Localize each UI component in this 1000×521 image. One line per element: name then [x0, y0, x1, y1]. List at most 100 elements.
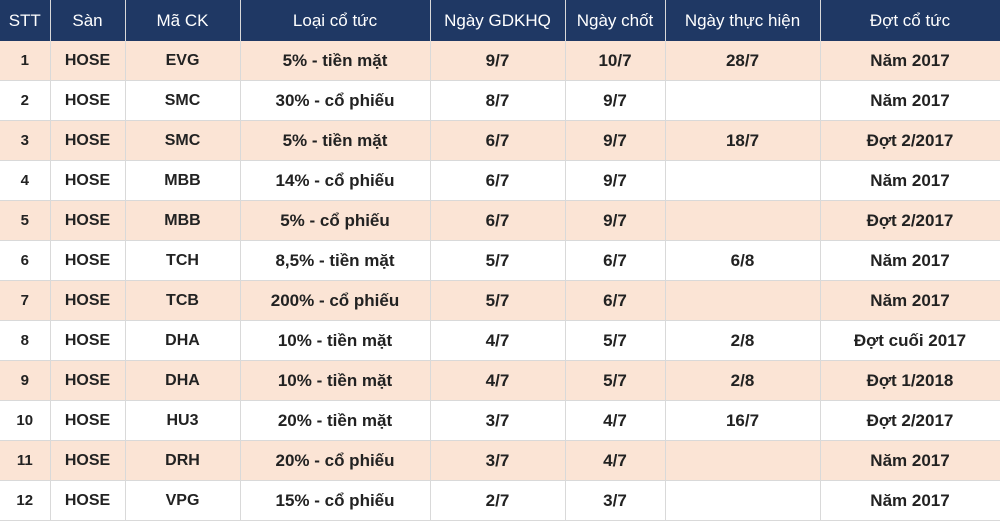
cell-loai-co-tuc: 8,5% - tiền mặt: [240, 240, 431, 281]
cell-stt: 7: [0, 280, 51, 321]
header-stt: STT: [0, 0, 51, 41]
cell-stt: 2: [0, 80, 51, 121]
cell-dot-co-tuc: Năm 2017: [820, 440, 1000, 481]
cell-dot-co-tuc: Năm 2017: [820, 80, 1000, 121]
cell-ngay-gdkhq: 3/7: [430, 400, 566, 441]
cell-ngay-thuc-hien: 2/8: [665, 320, 821, 361]
cell-san: HOSE: [50, 160, 126, 201]
cell-san: HOSE: [50, 360, 126, 401]
cell-san: HOSE: [50, 120, 126, 161]
cell-dot-co-tuc: Năm 2017: [820, 280, 1000, 321]
cell-ngay-gdkhq: 8/7: [430, 80, 566, 121]
cell-dot-co-tuc: Năm 2017: [820, 240, 1000, 281]
cell-ngay-chot: 6/7: [565, 280, 666, 321]
cell-loai-co-tuc: 5% - cổ phiếu: [240, 200, 431, 241]
cell-ngay-gdkhq: 5/7: [430, 240, 566, 281]
header-ngay-thuc-hien: Ngày thực hiện: [665, 0, 821, 41]
table-row: 9 HOSE DHA 10% - tiền mặt 4/7 5/7 2/8 Đợt 1/201…: [0, 360, 1000, 401]
cell-san: HOSE: [50, 80, 126, 121]
cell-san: HOSE: [50, 480, 126, 521]
cell-loai-co-tuc: 30% - cổ phiếu: [240, 80, 431, 121]
cell-ma-ck: HU3: [125, 400, 241, 441]
cell-loai-co-tuc: 10% - tiền mặt: [240, 320, 431, 361]
cell-dot-co-tuc: Đợt 2/2017: [820, 400, 1000, 441]
cell-ma-ck: MBB: [125, 200, 241, 241]
cell-ma-ck: DHA: [125, 360, 241, 401]
cell-ngay-chot: 9/7: [565, 200, 666, 241]
cell-loai-co-tuc: 15% - cổ phiếu: [240, 480, 431, 521]
cell-loai-co-tuc: 20% - cổ phiếu: [240, 440, 431, 481]
cell-ngay-thuc-hien: [665, 280, 821, 321]
cell-ngay-thuc-hien: [665, 440, 821, 481]
cell-ngay-thuc-hien: 18/7: [665, 120, 821, 161]
cell-ngay-thuc-hien: [665, 480, 821, 521]
cell-stt: 1: [0, 41, 51, 81]
table-header-row: STT Sàn Mã CK Loại cổ tức Ngày GDKHQ Ngà…: [0, 0, 1000, 41]
cell-loai-co-tuc: 200% - cổ phiếu: [240, 280, 431, 321]
cell-ngay-chot: 10/7: [565, 41, 666, 81]
cell-san: HOSE: [50, 280, 126, 321]
table-row: 4 HOSE MBB 14% - cổ phiếu 6/7 9/7 Năm 2017: [0, 160, 1000, 201]
cell-ma-ck: TCB: [125, 280, 241, 321]
table-row: 12 HOSE VPG 15% - cổ phiếu 2/7 3/7 Năm 2017: [0, 480, 1000, 521]
cell-dot-co-tuc: Năm 2017: [820, 160, 1000, 201]
cell-ngay-gdkhq: 4/7: [430, 360, 566, 401]
table-row: 1 HOSE EVG 5% - tiền mặt 9/7 10/7 28/7 Năm 2017: [0, 41, 1000, 81]
cell-san: HOSE: [50, 440, 126, 481]
cell-dot-co-tuc: Đợt 2/2017: [820, 120, 1000, 161]
table-row: 8 HOSE DHA 10% - tiền mặt 4/7 5/7 2/8 Đợt cuối …: [0, 320, 1000, 361]
header-ngay-chot: Ngày chốt: [565, 0, 666, 41]
cell-san: HOSE: [50, 400, 126, 441]
cell-loai-co-tuc: 5% - tiền mặt: [240, 120, 431, 161]
cell-ngay-thuc-hien: 16/7: [665, 400, 821, 441]
cell-ma-ck: EVG: [125, 41, 241, 81]
cell-san: HOSE: [50, 200, 126, 241]
table-row: 6 HOSE TCH 8,5% - tiền mặt 5/7 6/7 6/8 Năm 2017: [0, 240, 1000, 281]
header-san: Sàn: [50, 0, 126, 41]
cell-ma-ck: SMC: [125, 80, 241, 121]
header-ngay-gdkhq: Ngày GDKHQ: [430, 0, 566, 41]
cell-ngay-gdkhq: 6/7: [430, 120, 566, 161]
table-row: 7 HOSE TCB 200% - cổ phiếu 5/7 6/7 Năm 2017: [0, 280, 1000, 321]
cell-ngay-gdkhq: 9/7: [430, 41, 566, 81]
cell-ngay-chot: 9/7: [565, 160, 666, 201]
cell-ma-ck: DHA: [125, 320, 241, 361]
header-dot-co-tuc: Đợt cổ tức: [820, 0, 1000, 41]
cell-ngay-chot: 4/7: [565, 400, 666, 441]
cell-stt: 3: [0, 120, 51, 161]
cell-ma-ck: MBB: [125, 160, 241, 201]
cell-dot-co-tuc: Đợt cuối 2017: [820, 320, 1000, 361]
cell-ngay-chot: 5/7: [565, 320, 666, 361]
cell-stt: 4: [0, 160, 51, 201]
cell-dot-co-tuc: Đợt 2/2017: [820, 200, 1000, 241]
cell-san: HOSE: [50, 320, 126, 361]
cell-ngay-gdkhq: 6/7: [430, 200, 566, 241]
cell-ngay-chot: 9/7: [565, 80, 666, 121]
cell-ma-ck: DRH: [125, 440, 241, 481]
cell-loai-co-tuc: 10% - tiền mặt: [240, 360, 431, 401]
cell-ngay-thuc-hien: [665, 200, 821, 241]
cell-dot-co-tuc: Năm 2017: [820, 480, 1000, 521]
cell-dot-co-tuc: Năm 2017: [820, 41, 1000, 81]
cell-ngay-thuc-hien: [665, 160, 821, 201]
table-row: 3 HOSE SMC 5% - tiền mặt 6/7 9/7 18/7 Đợt 2/201…: [0, 120, 1000, 161]
cell-ngay-gdkhq: 4/7: [430, 320, 566, 361]
cell-loai-co-tuc: 20% - tiền mặt: [240, 400, 431, 441]
cell-stt: 11: [0, 440, 51, 481]
cell-stt: 6: [0, 240, 51, 281]
cell-ma-ck: SMC: [125, 120, 241, 161]
table-row: 10 HOSE HU3 20% - tiền mặt 3/7 4/7 16/7 Đợt 2/2…: [0, 400, 1000, 441]
cell-ngay-thuc-hien: 28/7: [665, 41, 821, 81]
cell-loai-co-tuc: 14% - cổ phiếu: [240, 160, 431, 201]
cell-ngay-gdkhq: 6/7: [430, 160, 566, 201]
cell-ngay-thuc-hien: 6/8: [665, 240, 821, 281]
cell-dot-co-tuc: Đợt 1/2018: [820, 360, 1000, 401]
cell-ngay-thuc-hien: [665, 80, 821, 121]
cell-stt: 10: [0, 400, 51, 441]
cell-stt: 8: [0, 320, 51, 361]
cell-ngay-gdkhq: 5/7: [430, 280, 566, 321]
header-ma-ck: Mã CK: [125, 0, 241, 41]
cell-ngay-gdkhq: 3/7: [430, 440, 566, 481]
cell-stt: 12: [0, 480, 51, 521]
